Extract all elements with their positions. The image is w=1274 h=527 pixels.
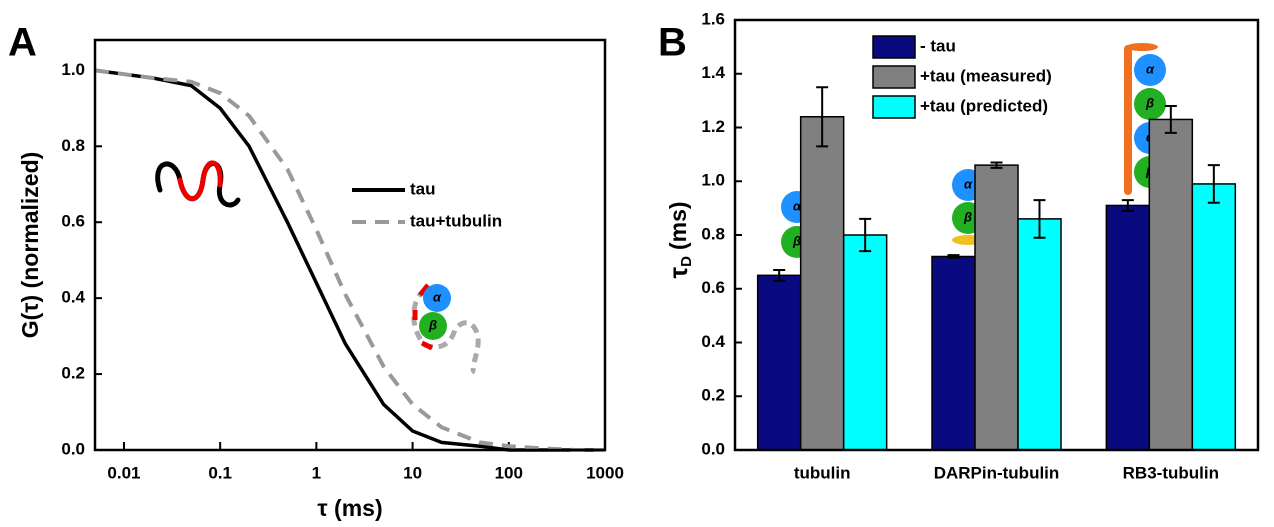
bar bbox=[1148, 118, 1194, 451]
y-label-unit: (ms) bbox=[665, 201, 691, 250]
x-tick-label: 10 bbox=[403, 463, 422, 482]
x-tick-label: 1 bbox=[312, 463, 321, 482]
legend-label: +tau (predicted) bbox=[920, 96, 1048, 115]
panel-letter: A bbox=[8, 21, 37, 65]
y-tick-label: 1.0 bbox=[701, 171, 725, 190]
bar-icons bbox=[781, 43, 1166, 258]
y-tick-label: 0.6 bbox=[61, 212, 85, 231]
error-bar bbox=[990, 161, 1003, 169]
icon-label: α bbox=[433, 289, 442, 304]
icon-label: β bbox=[1145, 95, 1154, 110]
error-bar bbox=[816, 86, 829, 148]
icon-label: β bbox=[963, 209, 972, 224]
y-tick-label: 0.0 bbox=[61, 439, 85, 458]
y-tick-label: 0.8 bbox=[701, 224, 725, 243]
data-line bbox=[94, 68, 605, 452]
y-tick-label: 0.0 bbox=[701, 439, 725, 458]
data-line bbox=[94, 68, 605, 452]
icon-label: α bbox=[1146, 61, 1155, 76]
y-tick-label: 1.6 bbox=[701, 9, 725, 28]
bar bbox=[1105, 204, 1151, 451]
error-bar bbox=[859, 217, 872, 253]
icon-label: β bbox=[792, 233, 801, 248]
legend-label: +tau (measured) bbox=[920, 66, 1052, 85]
y-label-subscript: D bbox=[678, 256, 695, 267]
y-tick-label: 0.2 bbox=[61, 364, 85, 383]
tau-icon bbox=[155, 160, 241, 208]
icon-label: β bbox=[428, 317, 437, 332]
error-bar bbox=[1164, 105, 1177, 134]
legend-swatch bbox=[872, 95, 916, 119]
x-tick-label: 1000 bbox=[586, 463, 624, 482]
legend-label: tau+tubulin bbox=[410, 211, 502, 230]
y-tick-label: 1.2 bbox=[701, 117, 725, 136]
complex-icon bbox=[411, 283, 481, 375]
bar bbox=[842, 234, 888, 451]
y-tick-label: 1.4 bbox=[701, 63, 725, 82]
legend-label: tau bbox=[410, 179, 436, 198]
legend-swatch bbox=[872, 65, 916, 89]
y-tick-label: 0.4 bbox=[701, 332, 725, 351]
plot-frame bbox=[733, 18, 1260, 452]
y-tick-label: 0.4 bbox=[61, 288, 85, 307]
bar bbox=[931, 255, 976, 451]
y-tick-label: 1.0 bbox=[61, 60, 85, 79]
error-bar bbox=[1033, 199, 1046, 239]
x-tick-label: 100 bbox=[495, 463, 523, 482]
error-bar bbox=[1121, 199, 1134, 212]
legend-label: - tau bbox=[920, 36, 956, 55]
bar bbox=[756, 274, 802, 451]
icon-label: α bbox=[964, 176, 973, 191]
x-tick-label: RB3-tubulin bbox=[1123, 463, 1219, 482]
x-axis-label: τ (ms) bbox=[317, 495, 382, 521]
icon-label: α bbox=[793, 198, 802, 213]
y-label-symbol: τ bbox=[663, 267, 693, 279]
panel-letter: B bbox=[658, 21, 687, 65]
error-bar bbox=[773, 268, 786, 282]
legend-swatch bbox=[872, 35, 916, 59]
x-tick-label: 0.1 bbox=[208, 463, 232, 482]
y-axis-label: G(τ) (normalized) bbox=[17, 152, 43, 339]
bar bbox=[974, 164, 1019, 451]
error-bar bbox=[947, 254, 960, 259]
plot-frame bbox=[93, 38, 607, 452]
bar bbox=[1017, 218, 1062, 451]
bar bbox=[799, 116, 845, 451]
x-tick-label: tubulin bbox=[794, 463, 851, 482]
y-tick-label: 0.8 bbox=[61, 136, 85, 155]
x-tick-label: 0.01 bbox=[107, 463, 140, 482]
y-tick-label: 0.6 bbox=[701, 278, 725, 297]
error-bar bbox=[1207, 164, 1220, 204]
x-tick-label: DARPin-tubulin bbox=[934, 463, 1060, 482]
bar bbox=[1191, 183, 1237, 451]
y-axis-label: τD (ms) bbox=[663, 201, 695, 278]
y-tick-label: 0.2 bbox=[701, 386, 725, 405]
